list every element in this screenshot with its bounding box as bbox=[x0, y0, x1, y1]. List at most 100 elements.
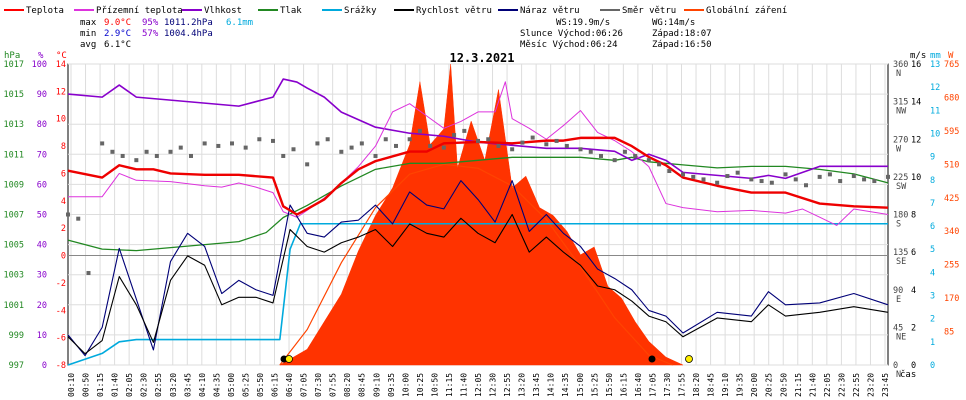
rain-line bbox=[67, 222, 888, 366]
x-tick-label: 02:55 bbox=[154, 373, 163, 397]
direction-cardinal-label: W bbox=[896, 144, 902, 154]
direction-tick-label: 270 bbox=[893, 135, 908, 145]
direction-cardinal-label: NW bbox=[896, 107, 907, 117]
stats-max-hum: 95% bbox=[142, 18, 159, 28]
chart-title: 12.3.2021 bbox=[449, 51, 514, 65]
legend-rain: Srážky bbox=[344, 6, 377, 16]
wind-tick-label: 12 bbox=[911, 135, 921, 145]
x-tick-label: 21:15 bbox=[794, 373, 803, 397]
wind-direction-point bbox=[452, 133, 457, 138]
wind-direction-point bbox=[168, 149, 173, 154]
rain-tick-label: 4 bbox=[930, 268, 935, 278]
x-tick-label: 20:00 bbox=[750, 373, 759, 397]
wind-direction-layer bbox=[66, 128, 890, 276]
pressure-tick-label: 1001 bbox=[4, 301, 24, 311]
wind-direction-point bbox=[359, 141, 364, 146]
wind-direction-point bbox=[441, 145, 446, 150]
x-tick-label: 13:45 bbox=[532, 373, 541, 397]
pressure-tick-label: 1003 bbox=[4, 271, 24, 281]
pressure-tick-label: 1011 bbox=[4, 150, 24, 160]
rain-tick-label: 10 bbox=[930, 129, 940, 139]
stats-max-rain: 6.1mm bbox=[226, 18, 253, 28]
direction-cardinal-label: N bbox=[896, 69, 901, 79]
rain-tick-label: 1 bbox=[930, 338, 935, 348]
x-tick-label: 05:25 bbox=[241, 373, 250, 397]
wind-direction-point bbox=[100, 141, 105, 146]
stats-min-temp: 2.9°C bbox=[104, 29, 131, 39]
x-tick-label: 02:05 bbox=[125, 373, 134, 397]
pressure-tick-label: 1007 bbox=[4, 211, 24, 221]
wind-tick-label: 4 bbox=[911, 286, 916, 296]
wind-direction-point bbox=[281, 153, 286, 158]
x-tick-label: 05:50 bbox=[256, 373, 265, 397]
axis-header-temperature: °C bbox=[56, 51, 67, 61]
direction-tick-label: 45 bbox=[893, 323, 903, 333]
wind-direction-point bbox=[715, 180, 720, 185]
rain-tick-label: 11 bbox=[930, 106, 940, 116]
sunrise-marker bbox=[285, 355, 293, 363]
direction-tick-label: 225 bbox=[893, 173, 908, 183]
humidity-tick-label: 30 bbox=[37, 271, 47, 281]
info-ws: WS:19.9m/s bbox=[556, 18, 610, 28]
stats-avg-label: avg bbox=[80, 40, 96, 50]
x-tick-label: 07:30 bbox=[314, 373, 323, 397]
x-tick-label: 10:00 bbox=[401, 373, 410, 397]
x-tick-label: 00:50 bbox=[82, 373, 91, 397]
x-tick-label: 08:45 bbox=[358, 373, 367, 397]
wind-direction-point bbox=[394, 143, 398, 148]
wind-direction-point bbox=[496, 143, 501, 148]
wind-direction-point bbox=[886, 174, 890, 179]
x-tick-label: 00:10 bbox=[67, 373, 76, 397]
rain-tick-label: 3 bbox=[930, 292, 935, 302]
wind-direction-point bbox=[827, 172, 832, 177]
temperature-tick-label: -2 bbox=[56, 279, 66, 289]
wind-direction-point bbox=[599, 153, 603, 158]
x-tick-label: 04:10 bbox=[198, 373, 207, 397]
wind-tick-label: 0 bbox=[911, 361, 916, 371]
temperature-tick-label: 6 bbox=[61, 169, 66, 179]
radiation-tick-label: 595 bbox=[944, 127, 959, 137]
legend-pressure: Tlak bbox=[280, 6, 302, 16]
axis-header-humidity: % bbox=[38, 51, 44, 61]
wind-direction-point bbox=[657, 162, 662, 167]
legend-wind-gust: Náraz větru bbox=[520, 6, 580, 16]
humidity-tick-label: 90 bbox=[37, 90, 47, 100]
x-tick-label: 04:35 bbox=[212, 373, 221, 397]
wind-tick-label: 16 bbox=[911, 60, 921, 70]
wind-direction-point bbox=[373, 153, 378, 158]
wind-direction-point bbox=[291, 147, 296, 152]
rain-tick-label: 2 bbox=[930, 315, 935, 325]
wind-direction-point bbox=[428, 143, 433, 148]
x-tick-label: 10:25 bbox=[416, 373, 425, 397]
wind-direction-point bbox=[520, 140, 525, 145]
pressure-tick-label: 1017 bbox=[4, 60, 24, 70]
temperature-tick-label: -6 bbox=[56, 334, 66, 344]
tick-labels: 00:10 00:50 01:15 01:40 02:05 02:30 02:55 03:20… bbox=[4, 60, 960, 397]
radiation-theory-line bbox=[279, 163, 673, 366]
x-tick-label: 06:15 bbox=[271, 373, 280, 397]
rain-tick-label: 8 bbox=[930, 176, 935, 186]
axis-header-pressure: hPa bbox=[4, 51, 20, 61]
wind-direction-point bbox=[271, 138, 275, 143]
legend-wind-speed: Rychlost větru bbox=[416, 6, 492, 16]
rain-tick-label: 9 bbox=[930, 153, 935, 163]
wind-direction-point bbox=[339, 149, 344, 154]
rain-tick-label: 0 bbox=[930, 361, 935, 371]
direction-tick-label: 90 bbox=[893, 286, 903, 296]
info-wg: WG:14m/s bbox=[652, 18, 695, 28]
direction-tick-label: 0 bbox=[893, 361, 898, 371]
pressure-tick-label: 1013 bbox=[4, 120, 24, 130]
x-tick-label: 12:55 bbox=[503, 373, 512, 397]
wind-direction-point bbox=[407, 137, 412, 142]
radiation-tick-label: 425 bbox=[944, 194, 959, 204]
wind-direction-point bbox=[76, 216, 81, 221]
pressure-tick-label: 997 bbox=[9, 361, 24, 371]
axis-header-rain: mm bbox=[930, 51, 941, 61]
direction-tick-label: 135 bbox=[893, 248, 908, 258]
direction-cardinal-label: SW bbox=[896, 182, 907, 192]
wind-direction-point bbox=[86, 271, 91, 276]
wind-direction-point bbox=[383, 137, 388, 142]
x-tick-label: 08:20 bbox=[343, 373, 352, 397]
stats-max-press: 1011.2hPa bbox=[164, 18, 213, 28]
